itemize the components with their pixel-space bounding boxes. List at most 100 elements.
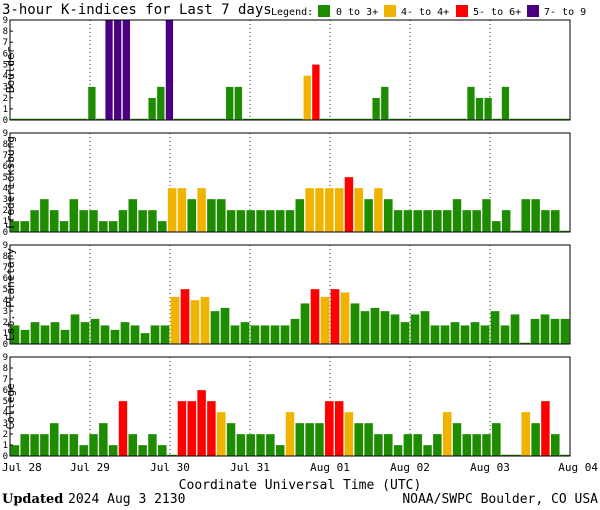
bar (160, 325, 170, 345)
legend-item-purple: 7- to 9 (544, 7, 586, 18)
bar (118, 209, 128, 233)
bar (30, 321, 40, 345)
source-credit: NOAA/SWPC Boulder, CO USA (402, 492, 598, 507)
bar (442, 209, 452, 233)
y-tick-label: 4 (3, 72, 8, 82)
bar (380, 310, 390, 345)
panel-frame (9, 244, 571, 345)
bar (105, 19, 114, 121)
bar (120, 321, 130, 345)
y-tick-label: 8 (3, 364, 8, 374)
bar (70, 314, 80, 345)
bar (87, 86, 96, 121)
bar (177, 400, 187, 457)
bar (98, 220, 108, 233)
bar (344, 176, 354, 233)
bar (280, 325, 290, 345)
bar (140, 332, 150, 345)
bar (108, 444, 118, 457)
y-tick-label: 3 (3, 83, 8, 93)
bar (370, 307, 380, 345)
bar (88, 433, 99, 457)
bar (530, 318, 540, 345)
y-tick-label: 1 (3, 217, 8, 227)
legend-swatch-yellow (384, 5, 396, 17)
bar (206, 400, 216, 457)
bar (383, 198, 393, 233)
bar (364, 198, 374, 233)
bar (118, 400, 128, 457)
bar (320, 296, 330, 345)
bar (521, 411, 531, 457)
bar (310, 288, 320, 345)
bar (413, 433, 423, 457)
bar (255, 433, 266, 457)
bar (50, 321, 60, 345)
bar (59, 433, 69, 457)
bar (540, 400, 551, 457)
y-tick-label: 0 (3, 116, 8, 126)
bar (462, 433, 472, 457)
bar (98, 422, 108, 457)
bar (156, 86, 165, 121)
bar (20, 220, 30, 233)
bar (265, 209, 275, 233)
x-tick-label: Jul 30 (150, 461, 190, 474)
bar (440, 325, 450, 345)
bar (285, 209, 295, 233)
bar (393, 444, 403, 457)
bar (481, 433, 492, 457)
bar (354, 422, 364, 457)
bar (90, 318, 100, 345)
y-tick-label: 9 (3, 129, 8, 139)
y-tick-label: 1 (3, 329, 8, 339)
y-tick-label: 6 (3, 386, 8, 396)
y-tick-label: 6 (3, 49, 8, 59)
bar (350, 303, 360, 345)
bar (390, 314, 400, 345)
bar (354, 187, 364, 233)
y-tick-label: 3 (3, 195, 8, 205)
legend-swatch-red (456, 5, 468, 17)
bar (430, 325, 440, 345)
bar (60, 329, 70, 345)
bar (138, 444, 148, 457)
bar (226, 422, 236, 457)
bar (197, 187, 207, 233)
y-tick-label: 0 (3, 340, 8, 350)
bar (393, 209, 403, 233)
bar (540, 314, 550, 345)
bar (216, 198, 226, 233)
bar (295, 422, 305, 457)
y-tick-label: 4 (3, 184, 8, 194)
bar (10, 444, 20, 457)
bar (403, 209, 413, 233)
y-tick-label: 2 (3, 94, 8, 104)
bar (305, 187, 315, 233)
x-tick-label: Jul 29 (70, 461, 110, 474)
bar (226, 209, 236, 233)
bar (484, 97, 493, 121)
bar (220, 307, 230, 345)
y-tick-label: 0 (3, 452, 8, 462)
bar (210, 310, 220, 345)
bar (246, 433, 256, 457)
bar (422, 209, 433, 233)
bar (380, 86, 389, 121)
x-tick-label: Aug 01 (310, 461, 350, 474)
bar (501, 86, 510, 121)
bar (165, 19, 174, 121)
bar (521, 198, 531, 233)
bar (265, 433, 275, 457)
y-tick-label: 3 (3, 419, 8, 429)
bar (531, 198, 541, 233)
bar (100, 325, 110, 345)
y-tick-label: 9 (3, 241, 8, 251)
y-tick-label: 4 (3, 296, 8, 306)
bar (410, 314, 420, 345)
bar (420, 310, 430, 345)
panel-label: Boulder (4, 46, 17, 93)
bar (491, 220, 501, 233)
